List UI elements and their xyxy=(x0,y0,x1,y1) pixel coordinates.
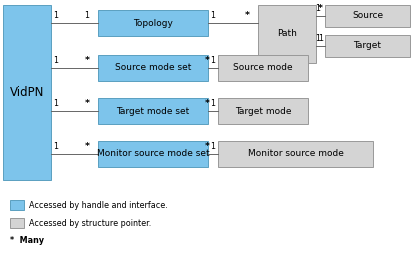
Text: *: * xyxy=(318,4,323,13)
Bar xyxy=(218,98,308,124)
Text: 1: 1 xyxy=(53,11,58,20)
Bar xyxy=(3,5,51,180)
Text: 1: 1 xyxy=(53,99,58,108)
Bar xyxy=(98,98,208,124)
Text: 1: 1 xyxy=(318,34,323,43)
Text: *: * xyxy=(205,56,210,65)
Bar xyxy=(98,141,208,167)
Text: *: * xyxy=(85,99,90,108)
Text: Target mode: Target mode xyxy=(235,107,291,116)
Bar xyxy=(325,35,410,57)
Text: Monitor source mode: Monitor source mode xyxy=(248,150,344,158)
Bar xyxy=(10,218,24,228)
Bar xyxy=(218,141,373,167)
Text: 1: 1 xyxy=(53,142,58,151)
Text: Target: Target xyxy=(354,42,381,50)
Text: Source: Source xyxy=(352,11,383,20)
Text: 1: 1 xyxy=(210,56,215,65)
Text: Source mode set: Source mode set xyxy=(115,64,191,73)
Text: 1: 1 xyxy=(210,142,215,151)
Text: 1: 1 xyxy=(210,99,215,108)
Bar xyxy=(98,10,208,36)
Text: Accessed by handle and interface.: Accessed by handle and interface. xyxy=(29,201,168,210)
Bar xyxy=(258,5,316,63)
Text: Topology: Topology xyxy=(133,18,173,28)
Bar xyxy=(325,5,410,27)
Bar xyxy=(98,55,208,81)
Text: *: * xyxy=(308,0,314,3)
Text: Accessed by structure pointer.: Accessed by structure pointer. xyxy=(29,218,151,227)
Text: VidPN: VidPN xyxy=(10,86,44,99)
Text: 1: 1 xyxy=(53,56,58,65)
Text: *: * xyxy=(205,142,210,151)
Text: Monitor source mode set: Monitor source mode set xyxy=(97,150,209,158)
Bar xyxy=(218,55,308,81)
Text: *: * xyxy=(205,99,210,108)
Text: Source mode: Source mode xyxy=(233,64,293,73)
Text: *: * xyxy=(85,56,90,65)
Text: Path: Path xyxy=(277,30,297,39)
Text: 1: 1 xyxy=(84,11,89,20)
Text: 1: 1 xyxy=(210,11,215,20)
Text: *: * xyxy=(245,11,250,20)
Text: 1: 1 xyxy=(315,34,320,43)
Text: *: * xyxy=(85,142,90,151)
Text: 1: 1 xyxy=(315,4,320,13)
Text: Target mode set: Target mode set xyxy=(116,107,190,116)
Bar xyxy=(10,200,24,210)
Text: *  Many: * Many xyxy=(10,236,44,245)
